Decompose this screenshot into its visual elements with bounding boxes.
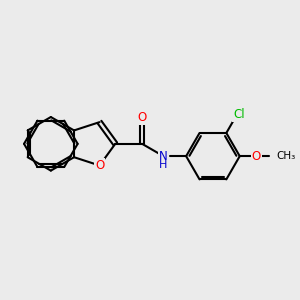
Text: N: N xyxy=(159,150,168,163)
Text: H: H xyxy=(159,160,168,170)
Text: O: O xyxy=(252,150,261,163)
Text: Cl: Cl xyxy=(233,108,245,122)
Text: O: O xyxy=(95,159,104,172)
Text: O: O xyxy=(137,111,147,124)
Text: CH₃: CH₃ xyxy=(277,151,296,161)
